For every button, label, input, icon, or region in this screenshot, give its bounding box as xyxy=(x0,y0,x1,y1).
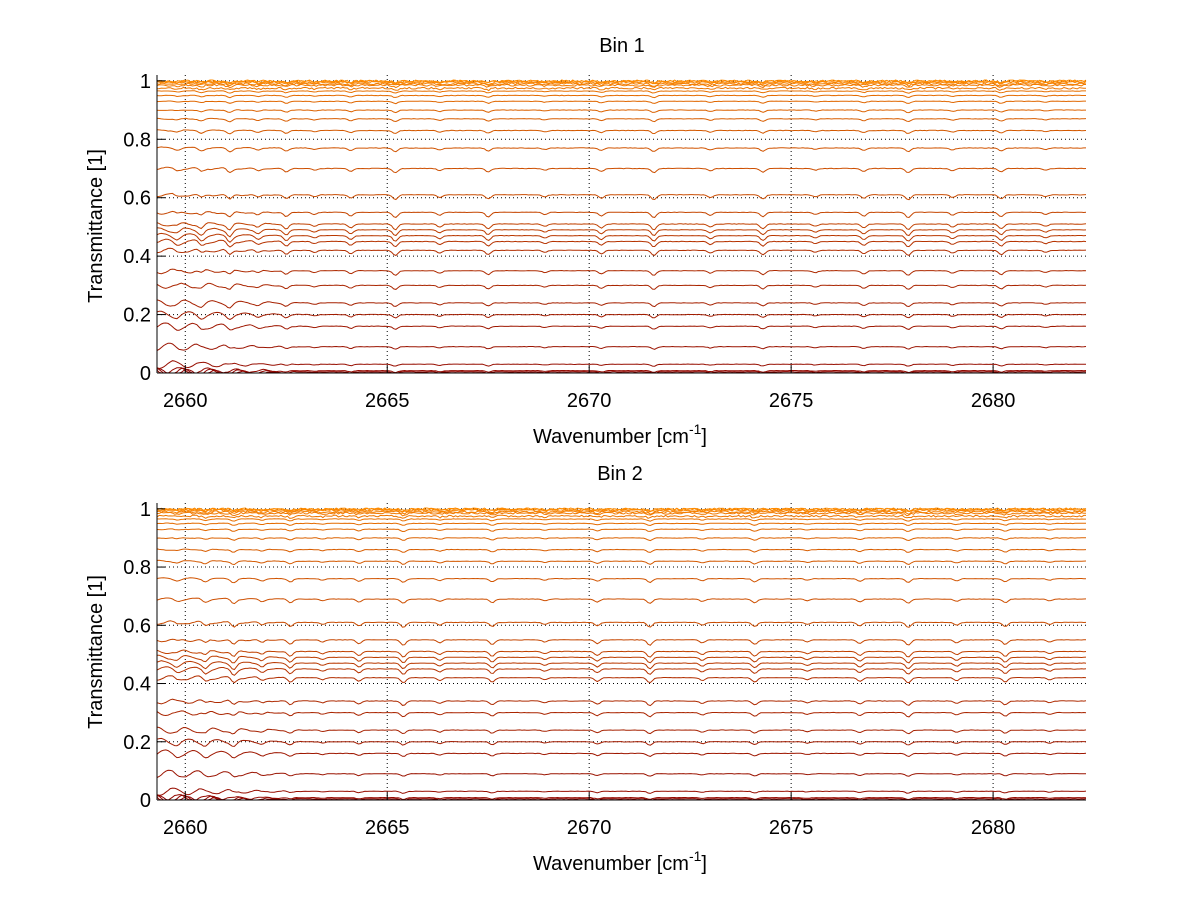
transmittance-series-line xyxy=(156,537,1086,542)
x-tick-label: 2670 xyxy=(567,390,612,412)
transmittance-series-line xyxy=(156,109,1086,114)
transmittance-series-line xyxy=(156,522,1086,527)
transmittance-series-line xyxy=(156,299,1087,309)
transmittance-series-line xyxy=(156,367,1086,374)
transmittance-series-line xyxy=(156,710,1087,718)
transmittance-series-line xyxy=(156,769,1087,779)
transmittance-series-line xyxy=(156,577,1087,584)
transmittance-series-line xyxy=(156,548,1087,553)
transmittance-series-line xyxy=(156,518,1086,522)
y-tick-label: 0 xyxy=(140,790,151,812)
transmittance-series-line xyxy=(156,210,1087,219)
bin-2-x-axis-label-main: Wavenumber [cm xyxy=(533,853,689,875)
transmittance-series-line xyxy=(156,737,1087,747)
bin-2-x-axis-label-suffix: ] xyxy=(701,853,707,875)
bin-1-title: Bin 1 xyxy=(599,35,645,57)
transmittance-series-line xyxy=(156,146,1086,153)
bin-2-panel: Bin 2 2660 2665 2670 2675 2680 0 0.2 0.4 0.6 0.8 1… xyxy=(85,463,1087,875)
bin-1-x-axis-label-sup: -1 xyxy=(689,421,702,437)
transmittance-series-line xyxy=(156,268,1087,276)
transmittance-series-line xyxy=(156,82,1087,87)
bin-1-y-axis-label: Transmittance [1] xyxy=(85,149,107,303)
bin-1-x-axis-label-suffix: ] xyxy=(701,426,707,448)
transmittance-series-line xyxy=(156,227,1087,238)
y-tick-label: 0.2 xyxy=(123,305,151,327)
bin-2-title: Bin 2 xyxy=(597,463,643,485)
transmittance-series-line xyxy=(156,649,1087,658)
transmittance-series-line xyxy=(156,232,1087,243)
bin-1-plot-area: 2660 2665 2670 2675 2680 0 0.2 0.4 0.6 0.8 1 xyxy=(123,71,1087,412)
y-tick-label: 1 xyxy=(140,71,151,93)
y-tick-label: 1 xyxy=(140,499,151,521)
x-tick-label: 2660 xyxy=(163,817,208,839)
x-tick-label: 2665 xyxy=(365,817,410,839)
transmittance-series-line xyxy=(156,787,1087,796)
transmittance-series-line xyxy=(156,660,1087,671)
x-tick-label: 2675 xyxy=(769,817,814,839)
bin-2-x-axis-label: Wavenumber [cm-1] xyxy=(533,848,707,875)
y-tick-label: 0 xyxy=(140,363,151,385)
y-tick-label: 0.4 xyxy=(123,246,151,268)
transmittance-series-line xyxy=(156,559,1087,566)
transmittance-series-line xyxy=(156,794,1087,801)
transmittance-series-line xyxy=(156,698,1087,707)
transmittance-series-line xyxy=(156,238,1087,248)
transmittance-series-line xyxy=(156,117,1087,123)
transmittance-series-line xyxy=(156,222,1087,231)
transmittance-series-line xyxy=(156,794,1087,801)
transmittance-series-line xyxy=(156,166,1087,174)
transmittance-series-line xyxy=(156,86,1087,92)
transmittance-series-line xyxy=(156,247,1087,257)
x-tick-label: 2675 xyxy=(769,390,814,412)
x-tick-label: 2660 xyxy=(163,390,208,412)
transmittance-series-line xyxy=(156,507,1087,512)
transmittance-series-line xyxy=(156,192,1087,201)
transmittance-series-line xyxy=(156,79,1087,84)
y-tick-label: 0.6 xyxy=(123,615,151,637)
x-tick-label: 2680 xyxy=(971,817,1016,839)
transmittance-series-line xyxy=(156,638,1087,646)
transmittance-series-line xyxy=(156,282,1087,290)
bin-2-x-axis-label-sup: -1 xyxy=(689,848,702,864)
transmittance-series-line xyxy=(156,597,1087,605)
transmittance-series-line xyxy=(156,94,1086,99)
transmittance-series-line xyxy=(157,654,1087,664)
transmittance-series-line xyxy=(156,666,1087,676)
x-tick-label: 2665 xyxy=(365,390,410,412)
transmittance-series-line xyxy=(156,83,1087,89)
x-tick-label: 2670 xyxy=(567,817,612,839)
bin-1-panel: Bin 1 2660 2665 2670 2675 2680 0 0.2 0.4 0.6 0.8 1… xyxy=(85,35,1087,448)
transmittance-series-line xyxy=(156,528,1087,533)
bin-1-x-axis-label: Wavenumber [cm-1] xyxy=(533,421,707,448)
y-tick-label: 0.8 xyxy=(123,129,151,151)
bin-1-x-axis-label-main: Wavenumber [cm xyxy=(533,426,689,448)
transmittance-series-line xyxy=(156,342,1087,351)
transmittance-series-line xyxy=(156,620,1087,628)
transmittance-series-line xyxy=(156,100,1086,105)
y-tick-label: 0.8 xyxy=(123,557,151,579)
transmittance-series-line xyxy=(156,510,1087,515)
y-tick-label: 0.2 xyxy=(123,732,151,754)
transmittance-series-line xyxy=(156,749,1087,759)
bin-2-plot-area: 2660 2665 2670 2675 2680 0 0.2 0.4 0.6 0.8 1 xyxy=(123,499,1087,839)
transmittance-series-line xyxy=(156,322,1087,331)
transmittance-series-line xyxy=(156,514,1086,519)
y-tick-label: 0.4 xyxy=(123,674,151,696)
transmittance-series-line xyxy=(156,310,1087,321)
transmittance-series-line xyxy=(156,511,1086,517)
transmittance-series-line xyxy=(156,360,1087,370)
y-tick-label: 0.6 xyxy=(123,188,151,210)
x-tick-label: 2680 xyxy=(971,390,1016,412)
transmittance-series-line xyxy=(156,367,1087,374)
bin-2-y-axis-label: Transmittance [1] xyxy=(85,575,107,729)
transmittance-series-line xyxy=(156,675,1087,684)
transmittance-series-line xyxy=(156,129,1087,135)
transmittance-series-line xyxy=(156,726,1087,735)
transmittance-series-line xyxy=(157,90,1086,94)
